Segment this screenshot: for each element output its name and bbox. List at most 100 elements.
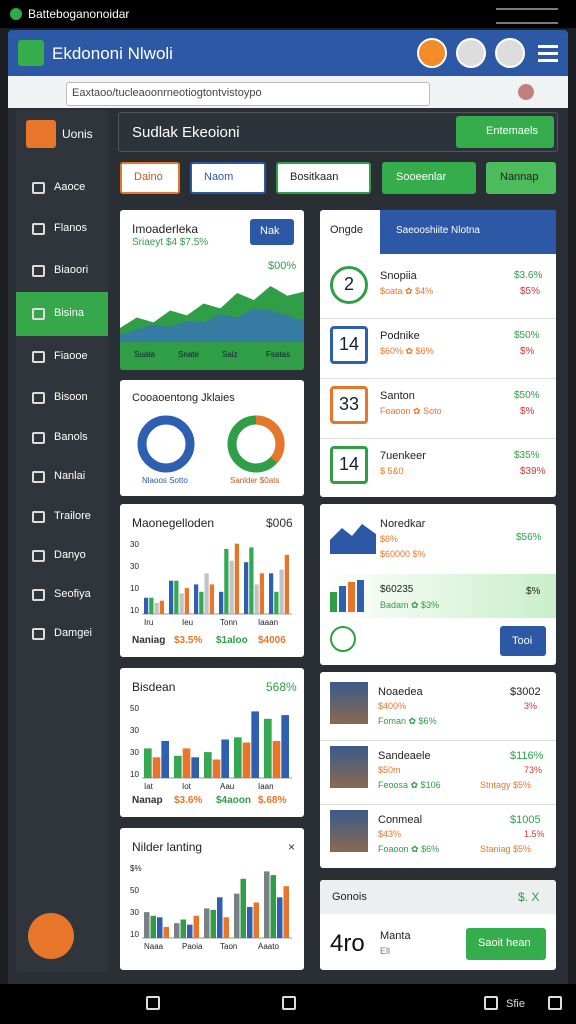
bar-card: Maonegelloden $006 30 30 10 10 Iru Ieu Tonn Iaaan… [120,504,304,657]
mini-line: $6% [380,534,399,544]
note-button[interactable] [466,928,546,960]
avatar[interactable] [456,38,486,68]
sidebar-icon[interactable] [32,392,45,404]
tab-label[interactable]: Daino [134,171,163,183]
y-label: 50 [130,886,139,895]
row-value: $50% [514,330,540,341]
top-title: Sudlak Ekeoioni [132,124,240,141]
card-button[interactable] [250,219,294,245]
bar [223,917,229,938]
tab-label[interactable]: Sooeenlar [396,171,447,183]
tab-label[interactable]: Nannap [500,171,539,183]
tab[interactable] [120,162,180,194]
sidebar-item[interactable]: Biaoori [54,264,89,276]
x-tick-label: Iaaan [258,618,279,627]
sidebar-item[interactable]: Bisoon [54,391,88,403]
avatar[interactable] [495,38,525,68]
sidebar-icon[interactable] [32,471,45,483]
menu-line[interactable] [538,52,558,55]
card-button-text[interactable]: Nak [260,225,280,237]
badge [330,266,368,304]
mini-button[interactable] [500,626,546,656]
donut-card: Cooaoentong Jklaies Nlaoos Sotto Sanlder $… [120,380,304,496]
nav-label[interactable]: Sfie [506,998,525,1010]
avatar[interactable] [417,38,447,68]
bar [284,554,289,614]
menu-button[interactable] [26,120,56,148]
url-input[interactable] [66,82,430,106]
nav-home[interactable] [282,996,296,1010]
sidebar-item[interactable]: Bisina [54,307,84,319]
sidebar-item[interactable]: Trailore [54,510,91,522]
nav-recent[interactable] [146,996,160,1010]
sidebar-menu-label: Uonis [62,127,93,141]
row-value: $1005 [510,814,541,826]
sidebar-item[interactable]: Damgei [54,627,92,639]
menu-line[interactable] [538,45,558,48]
tab-label[interactable]: Bositkaan [290,171,339,183]
sidebar-icon[interactable] [32,351,45,363]
url-avatar[interactable] [518,84,534,100]
menu-line[interactable] [538,59,558,62]
mini-bars [330,580,364,612]
sidebar-icon[interactable] [32,589,45,601]
footer-text: $3.6% [174,795,203,806]
sidebar-item[interactable]: Nanlai [54,470,86,482]
badge [330,446,368,484]
x-tick-label: Aau [220,782,235,791]
tab-label[interactable]: Naom [204,171,234,183]
list-tab-active-text[interactable]: Saeooshiite Nlotna [396,225,480,236]
mini-value: $56% [516,532,542,543]
list-tab-active[interactable] [380,210,556,254]
status-bar [0,0,576,28]
sidebar-item[interactable]: Banols [54,431,88,443]
tab[interactable] [382,162,476,194]
note-button-text[interactable]: Saoit hean [478,937,531,949]
donut-label: Nlaoos Sotto [142,476,188,485]
top-button-text[interactable]: Entemaels [486,125,538,137]
tab[interactable] [486,162,556,194]
sidebar-icon[interactable] [32,628,45,640]
tab[interactable] [276,162,371,194]
sidebar-icon[interactable] [32,265,45,277]
fab[interactable] [28,913,74,959]
list-tab[interactable]: Ongde [330,224,364,236]
card-value: 568% [266,680,297,694]
x-tick-label: Taon [220,942,238,951]
sidebar-icon[interactable] [32,432,45,444]
bar [174,923,180,938]
sidebar-item[interactable]: Fiaooe [54,350,88,362]
row-meta: Foman ✿ $6% [378,716,437,726]
donut-arc [255,415,285,463]
row-sub: $50m [378,765,401,775]
nav-settings[interactable] [548,996,562,1010]
list-card: Ongde Saeooshiite Nlotna 2 Snopiia $oata ✿ $… [320,210,556,497]
sidebar-item[interactable]: Aaoce [54,181,86,193]
row-extra: Stntagy $5% [480,780,532,790]
sidebar-item[interactable]: Seofiya [54,588,91,600]
nav-apps[interactable] [484,996,498,1010]
sidebar-icon[interactable] [32,308,45,320]
footer-text: $3.5% [174,635,203,646]
bar [184,588,189,614]
bar [154,602,159,614]
bar [204,573,209,614]
note-value[interactable]: $. X [518,890,540,904]
tab[interactable] [190,162,266,194]
y-label: 30 [130,562,139,571]
bar [272,741,281,778]
sidebar-icon[interactable] [32,511,45,523]
bar-chart [142,871,292,939]
y-label: 10 [130,770,139,779]
top-button[interactable] [456,116,554,148]
sidebar-item[interactable]: Flanos [54,222,88,234]
sidebar-icon[interactable] [32,550,45,562]
mini-button-text[interactable]: Tooi [512,635,533,647]
row-name: Snopiia [380,270,417,282]
bar [269,573,274,614]
sidebar-icon[interactable] [32,182,45,194]
sidebar-item[interactable]: Danyo [54,549,86,561]
sidebar-icon[interactable] [32,223,45,235]
